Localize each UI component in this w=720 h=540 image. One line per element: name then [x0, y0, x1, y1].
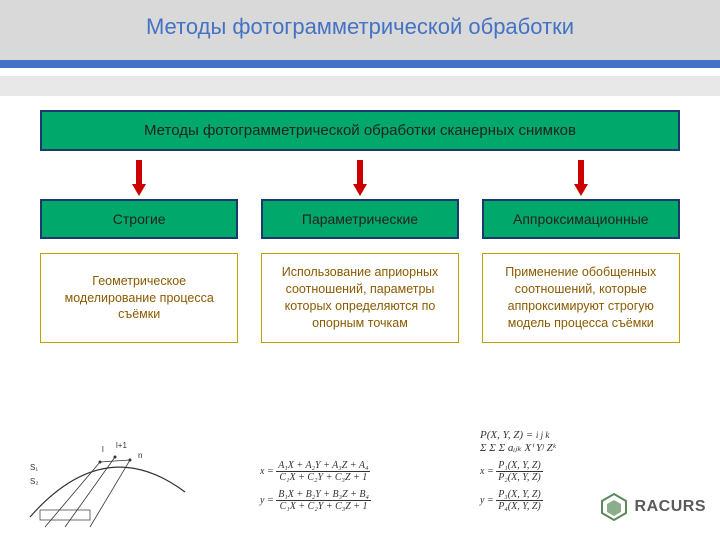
- description-box-0: Геометрическое моделирование процесса съ…: [40, 253, 238, 343]
- sketch-label-l: l: [102, 445, 104, 454]
- arrow-2: [574, 157, 588, 199]
- formulas-parametric: x = A₁X + A₂Y + A₃Z + A₄C₁X + C₂Y + C₃Z …: [260, 460, 371, 512]
- sub-band: [0, 76, 720, 96]
- main-box: Методы фотограмметрической обработки ска…: [40, 110, 680, 151]
- arrow-0: [132, 157, 146, 199]
- page-title: Методы фотограмметрической обработки: [0, 14, 720, 40]
- logo: RACURS: [599, 492, 706, 522]
- formula-mid-1: y = B₁X + B₂Y + B₃Z + B₄C₁X + C₂Y + C₃Z …: [260, 489, 371, 512]
- branch-2: Аппроксимационные Применение обобщенных с…: [482, 157, 680, 343]
- sketch-label-s1: S₁: [30, 463, 38, 472]
- branch-1: Параметрические Использование априорных с…: [261, 157, 459, 343]
- sketch-label-n: n: [138, 451, 142, 460]
- formula-mid-0: x = A₁X + A₂Y + A₃Z + A₄C₁X + C₂Y + C₃Z …: [260, 460, 371, 483]
- logo-text: RACURS: [635, 498, 706, 516]
- sketch-label-s2: S₂: [30, 477, 38, 486]
- formula-rat-0: x = P₁(X, Y, Z)P₂(X, Y, Z): [480, 460, 556, 483]
- formula-sum: P(X, Y, Z) = i j kΣ Σ Σ aᵢⱼₖ Xⁱ Yʲ Zᵏ: [480, 429, 556, 454]
- category-box-1: Параметрические: [261, 199, 459, 239]
- branches-row: Строгие Геометрическое моделирование проц…: [40, 157, 680, 343]
- description-box-1: Использование априорных соотношений, пар…: [261, 253, 459, 343]
- formula-rat-1: y = P₃(X, Y, Z)P₄(X, Y, Z): [480, 489, 556, 512]
- footer-area: S₁ S₂ n l l+1 x = A₁X + A₂Y + A₃Z + A₄C₁…: [0, 412, 720, 532]
- branch-0: Строгие Геометрическое моделирование проц…: [40, 157, 238, 343]
- arrow-1: [353, 157, 367, 199]
- category-box-0: Строгие: [40, 199, 238, 239]
- logo-icon: [599, 492, 629, 522]
- geometric-sketch: S₁ S₂ n l l+1: [20, 422, 190, 532]
- category-box-2: Аппроксимационные: [482, 199, 680, 239]
- description-box-2: Применение обобщенных соотношений, котор…: [482, 253, 680, 343]
- content: Методы фотограмметрической обработки ска…: [40, 110, 680, 343]
- sketch-label-m: l+1: [116, 441, 127, 450]
- formulas-approx: P(X, Y, Z) = i j kΣ Σ Σ aᵢⱼₖ Xⁱ Yʲ Zᵏ x =…: [480, 429, 556, 512]
- header-stripe: [0, 60, 720, 68]
